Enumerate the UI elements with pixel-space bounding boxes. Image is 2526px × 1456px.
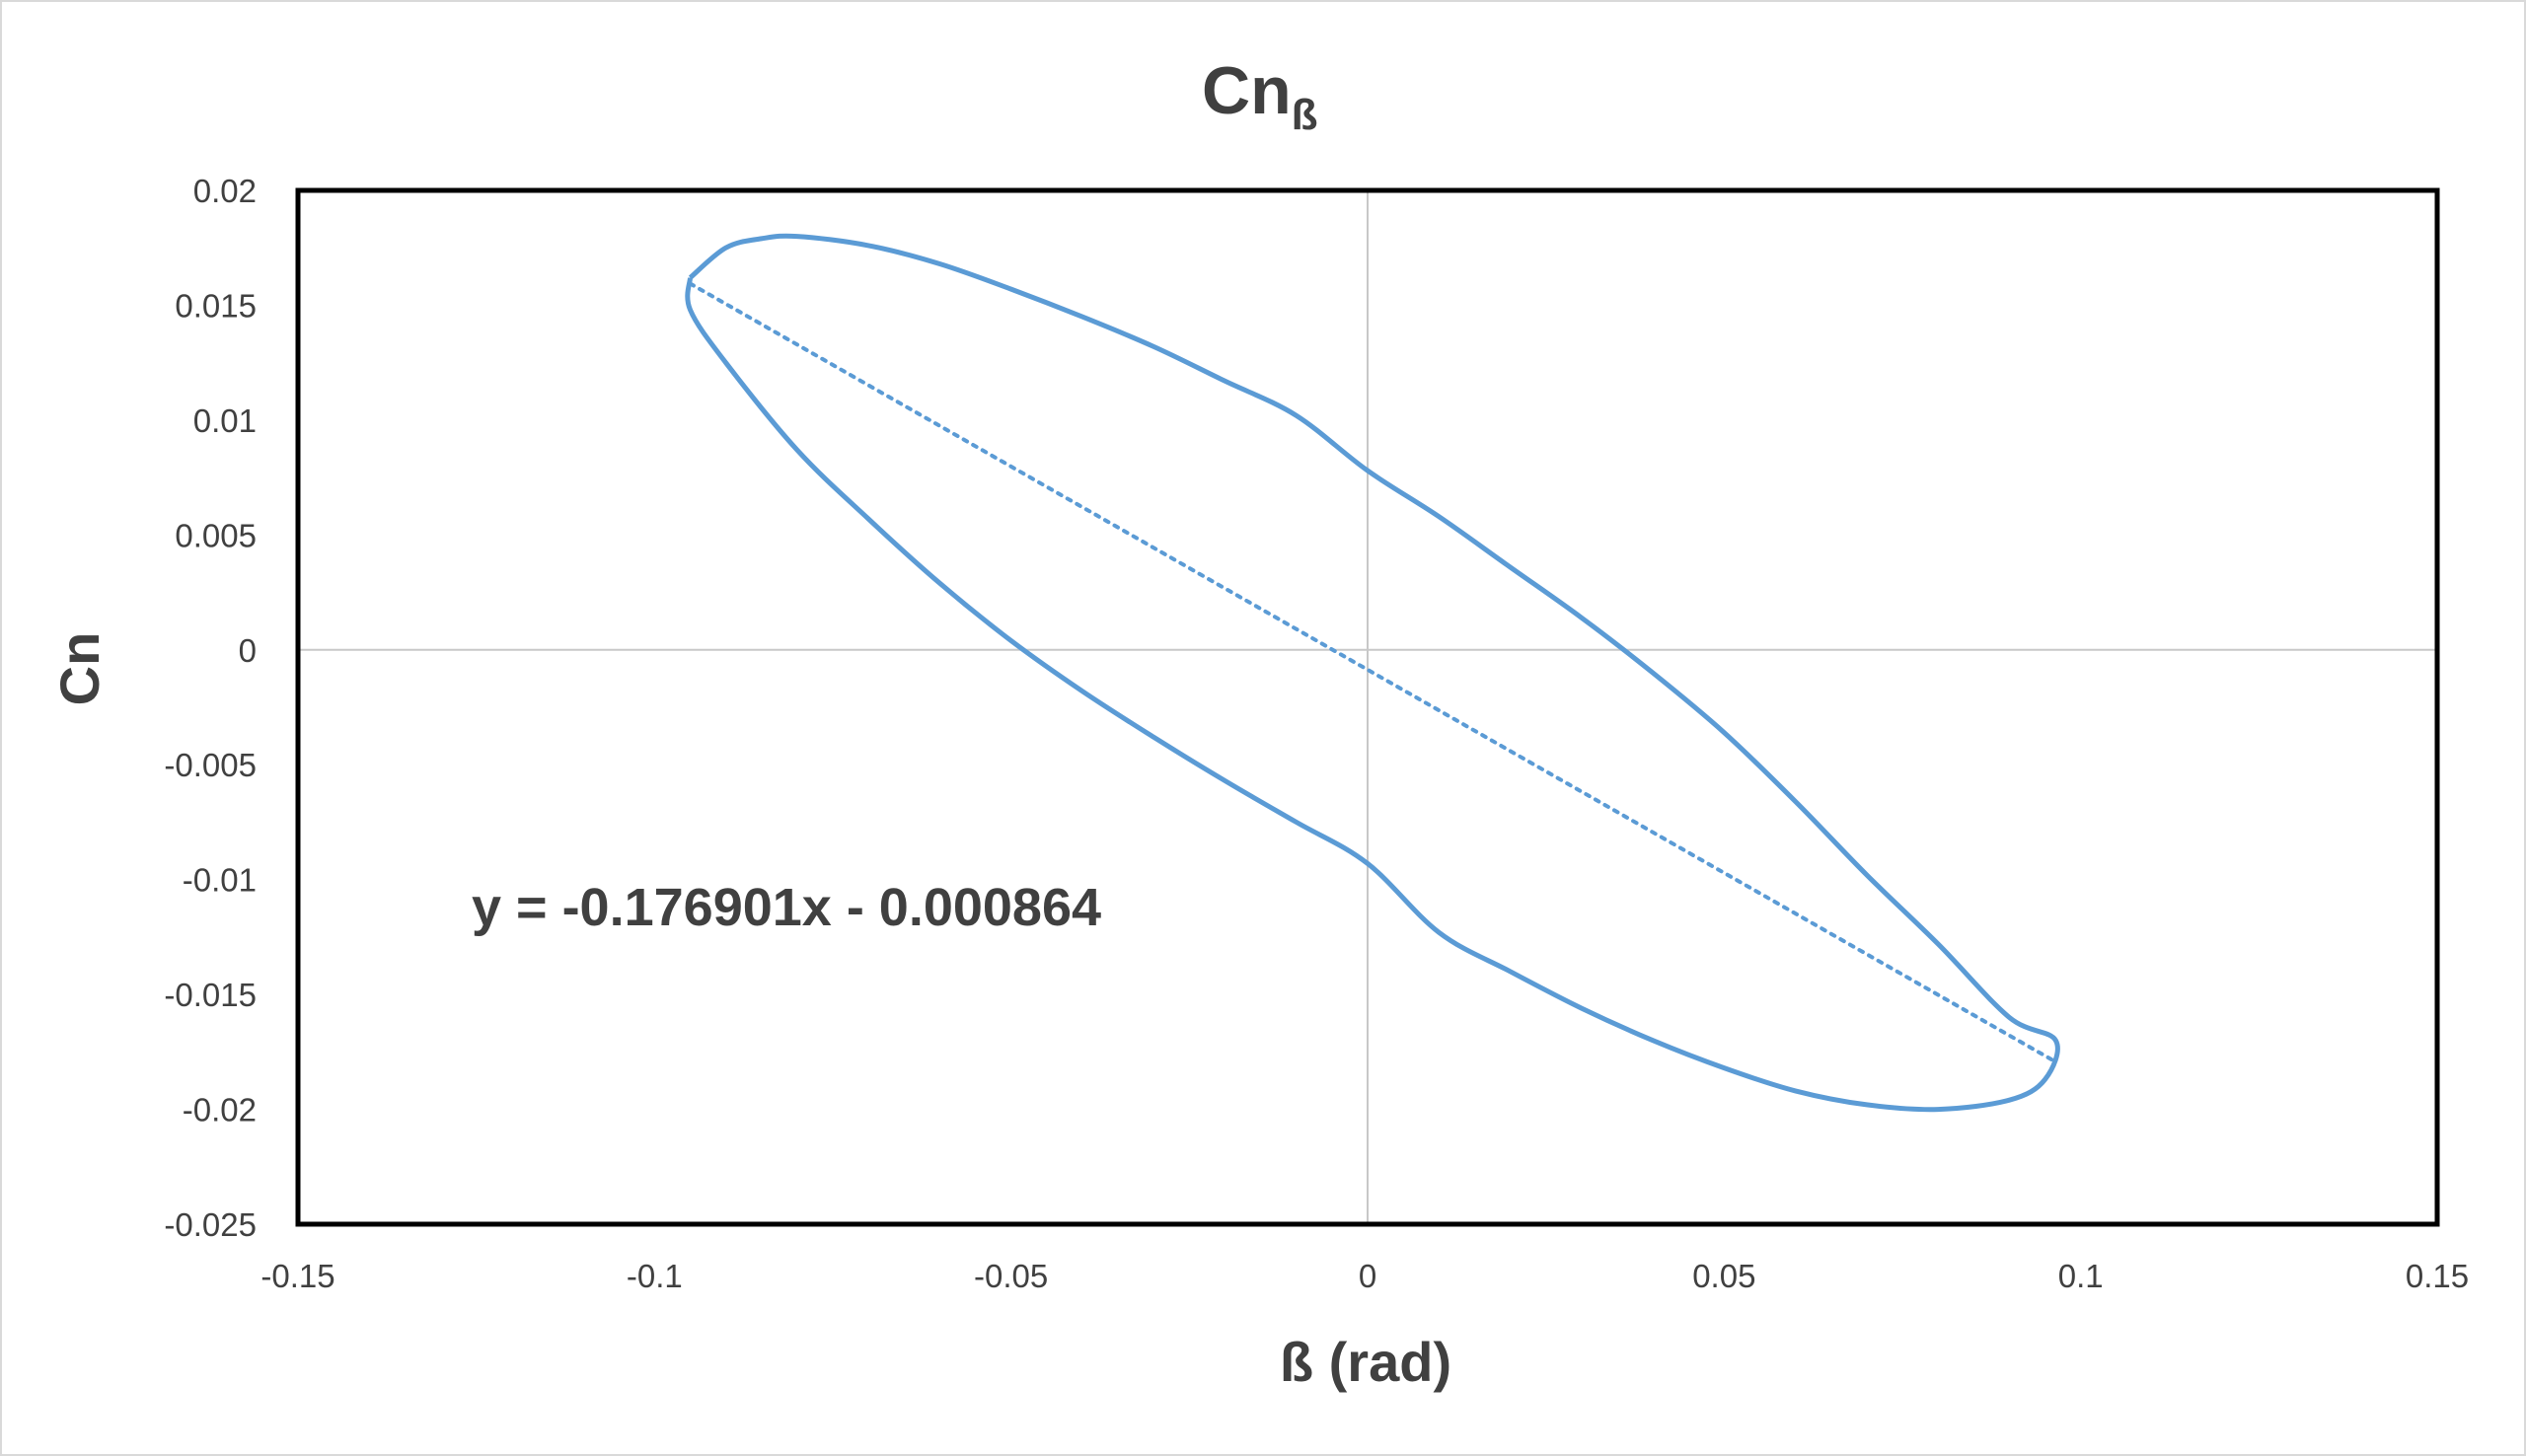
series-line-0: [685, 233, 2060, 1113]
zero-lines: [298, 190, 2437, 1224]
x-axis-title: ß (rad): [1280, 1331, 1451, 1393]
trendline-equation: y = -0.176901x - 0.000864: [472, 878, 1101, 937]
chart-title-main: Cn: [1202, 53, 1292, 128]
y-tick-label: -0.005: [164, 747, 257, 783]
x-tick-label: 0: [1359, 1258, 1376, 1294]
y-tick-label: -0.025: [164, 1206, 257, 1243]
y-tick-label: -0.02: [183, 1092, 257, 1128]
x-axis-ticks: -0.15 -0.1 -0.05 0 0.05 0.1 0.15: [260, 1258, 2469, 1294]
y-tick-label: 0.005: [175, 517, 257, 553]
chart-title-subscript: ß: [1292, 91, 1318, 139]
y-axis-title: Cn: [48, 632, 111, 706]
y-tick-label: 0.015: [175, 287, 257, 324]
x-tick-label: 0.15: [2406, 1258, 2469, 1294]
x-tick-label: 0.05: [1692, 1258, 1755, 1294]
y-tick-label: 0.02: [193, 173, 257, 209]
chart-title: Cnß: [1202, 53, 1318, 139]
y-tick-label: -0.015: [164, 977, 257, 1013]
y-tick-label: 0.01: [193, 402, 257, 439]
x-tick-label: -0.15: [260, 1258, 334, 1294]
plot-border: [295, 187, 2440, 1227]
y-axis-ticks: 0.02 0.015 0.01 0.005 0 -0.005 -0.01 -0.015 -0.0…: [164, 173, 257, 1243]
trendline-layer: [688, 281, 2054, 1062]
y-tick-label: -0.01: [183, 862, 257, 899]
series-layer: [685, 233, 2060, 1113]
trendline: [688, 281, 2054, 1062]
x-tick-label: 0.1: [2058, 1258, 2104, 1294]
x-tick-label: -0.05: [974, 1258, 1048, 1294]
x-tick-label: -0.1: [627, 1258, 683, 1294]
y-tick-label: 0: [239, 632, 257, 669]
